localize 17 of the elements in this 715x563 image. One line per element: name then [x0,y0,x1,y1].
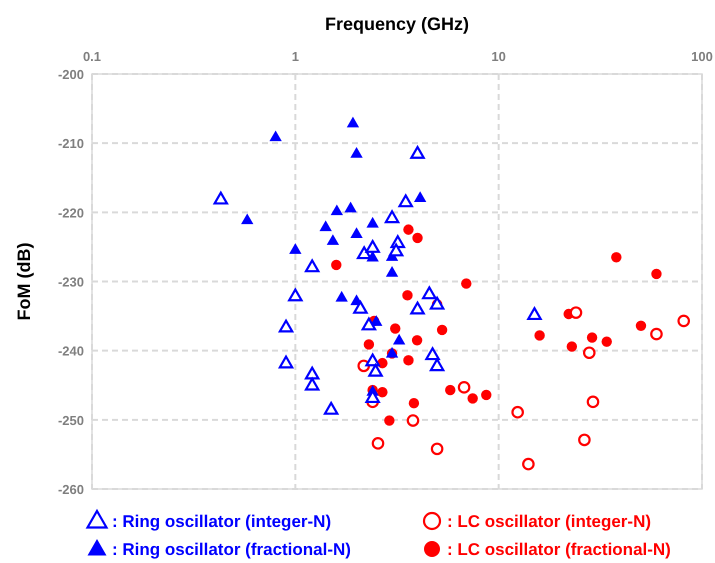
y-tick-label: -230 [58,274,84,290]
x-tick-label: 10 [491,49,506,64]
y-tick-label: -210 [58,136,84,152]
x-axis-title: Frequency (GHz) [324,14,470,34]
legend-label: : Ring oscillator (integer-N) [112,512,332,531]
x-tick-label: 1 [292,49,299,64]
y-axis-title: FoM (dB) [14,242,34,320]
y-tick-label: -240 [58,344,84,359]
legend-label: : LC oscillator (fractional-N) [447,540,671,559]
x-tick-label: 0.1 [82,49,102,64]
y-tick-label: -250 [58,412,84,428]
x-tick-label: 100 [691,49,713,64]
y-tick-label: -200 [58,67,84,82]
legend-label: : Ring oscillator (fractional-N) [112,540,351,559]
y-tick-label: -220 [58,205,84,220]
legend-label: : LC oscillator (integer-N) [447,512,652,531]
y-tick-label: -260 [58,482,84,497]
